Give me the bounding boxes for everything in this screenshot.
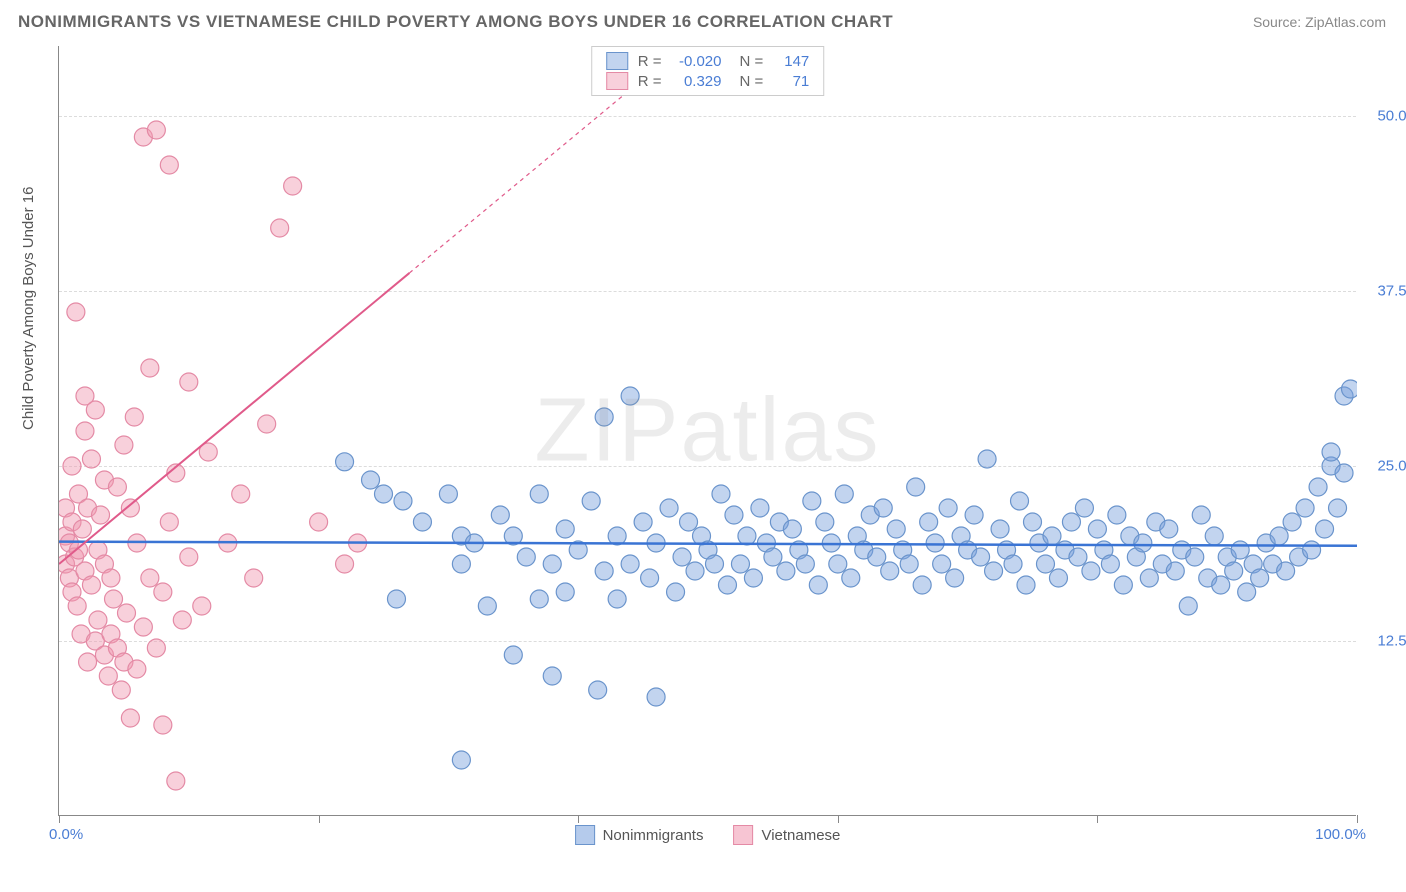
stats-n-label: N =	[740, 53, 764, 70]
x-tick	[319, 815, 320, 823]
legend-item: Vietnamese	[733, 825, 840, 845]
x-axis-label-left: 0.0%	[49, 826, 83, 843]
y-tick-label: 50.0%	[1377, 108, 1406, 125]
stats-row: R = -0.020 N = 147	[606, 51, 810, 71]
legend-bottom: Nonimmigrants Vietnamese	[575, 825, 841, 845]
chart-title: NONIMMIGRANTS VS VIETNAMESE CHILD POVERT…	[18, 12, 893, 32]
legend-label: Vietnamese	[761, 827, 840, 844]
stats-n-value: 71	[773, 73, 809, 90]
x-tick	[1097, 815, 1098, 823]
stats-r-label: R =	[638, 73, 662, 90]
legend-swatch	[575, 825, 595, 845]
x-tick	[59, 815, 60, 823]
y-tick-label: 25.0%	[1377, 458, 1406, 475]
trend-line	[59, 273, 409, 564]
x-tick	[578, 815, 579, 823]
trend-lines-layer	[59, 46, 1357, 816]
plot-area: ZIPatlas R =-0.020N =147R =0.329N =71 No…	[58, 46, 1356, 816]
x-tick	[1357, 815, 1358, 823]
stats-row: R = 0.329 N = 71	[606, 71, 810, 91]
stats-swatch	[606, 52, 628, 70]
legend-label: Nonimmigrants	[603, 827, 704, 844]
stats-n-label: N =	[740, 73, 764, 90]
x-axis-label-right: 100.0%	[1315, 826, 1366, 843]
stats-legend-box: R = -0.020 N = 147 R = 0.329 N = 71	[591, 46, 825, 96]
y-tick-label: 37.5%	[1377, 283, 1406, 300]
chart-source: Source: ZipAtlas.com	[1253, 14, 1386, 30]
legend-swatch	[733, 825, 753, 845]
stats-r-value: 0.329	[672, 73, 722, 90]
stats-swatch	[606, 72, 628, 90]
y-axis-label: Child Poverty Among Boys Under 16	[20, 187, 37, 430]
x-tick	[838, 815, 839, 823]
legend-item: Nonimmigrants	[575, 825, 704, 845]
stats-r-value: -0.020	[672, 53, 722, 70]
trend-line	[59, 542, 1357, 546]
stats-r-label: R =	[638, 53, 662, 70]
chart-header: NONIMMIGRANTS VS VIETNAMESE CHILD POVERT…	[0, 0, 1406, 44]
stats-n-value: 147	[773, 53, 809, 70]
y-tick-label: 12.5%	[1377, 633, 1406, 650]
